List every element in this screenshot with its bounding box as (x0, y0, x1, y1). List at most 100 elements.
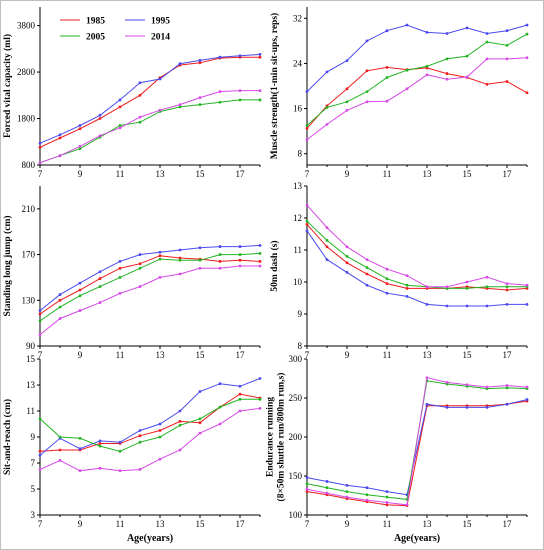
data-point (385, 267, 389, 271)
panel-6: 100 150 200 250 300 7 9 11 13 15 17 Endurance runni… (266, 354, 529, 544)
series-1995 (38, 244, 262, 312)
data-point (238, 89, 242, 93)
data-point (445, 57, 449, 61)
data-point (138, 115, 142, 119)
data-point (198, 61, 202, 65)
data-point (525, 32, 529, 36)
data-point (525, 303, 529, 306)
data-point (485, 275, 489, 279)
data-point (98, 117, 102, 120)
data-point (385, 277, 389, 281)
data-point (465, 280, 469, 284)
legend-entry-1985: 1985 (60, 17, 105, 27)
x-tick-label: 11 (383, 350, 392, 360)
y-tick-label: 10 (293, 277, 303, 287)
data-point (445, 405, 449, 409)
data-point (525, 398, 529, 401)
x-tick-label: 11 (116, 350, 125, 360)
data-point (305, 229, 309, 233)
data-point (138, 253, 142, 256)
data-point (158, 435, 162, 439)
data-point (305, 482, 309, 486)
series-line-1985 (306, 224, 528, 291)
data-point (118, 105, 122, 109)
data-point (465, 304, 469, 308)
data-point (118, 469, 122, 473)
data-point (258, 260, 262, 263)
data-point (218, 55, 222, 59)
data-point (58, 435, 62, 439)
x-tick-label: 9 (345, 169, 350, 179)
data-point (258, 264, 262, 268)
data-point (525, 23, 529, 27)
data-point (38, 309, 42, 312)
data-point (238, 264, 242, 268)
data-point (118, 266, 122, 270)
data-point (445, 304, 449, 308)
data-point (158, 254, 162, 258)
x-tick-label: 9 (78, 169, 83, 179)
data-point (365, 486, 369, 490)
x-tick-label: 7 (305, 350, 310, 360)
data-point (425, 303, 429, 306)
series-2014 (38, 89, 262, 165)
data-point (305, 203, 309, 207)
data-point (238, 54, 242, 58)
y-tick-label: 1800 (17, 114, 36, 124)
y-tick-label: 32 (293, 13, 302, 23)
data-point (238, 245, 242, 248)
y-tick-label: 300 (289, 354, 303, 364)
data-point (38, 468, 42, 471)
data-point (305, 487, 309, 491)
data-point (305, 138, 309, 142)
data-point (305, 90, 309, 94)
series-1995 (38, 377, 262, 457)
x-tick-label: 11 (383, 519, 392, 529)
series-line-2014 (39, 265, 260, 335)
data-point (365, 493, 369, 497)
y-tick-label: 130 (22, 295, 36, 305)
data-point (118, 449, 122, 453)
data-point (405, 68, 409, 72)
data-point (345, 261, 349, 265)
series-1985 (305, 399, 529, 508)
y-tick-label: 11 (26, 406, 35, 416)
series-2014 (305, 376, 529, 507)
data-point (178, 256, 182, 260)
x-tick-label: 13 (423, 350, 433, 360)
data-point (58, 293, 62, 296)
x-tick-label: 7 (38, 519, 43, 529)
data-point (58, 305, 62, 309)
y-tick-label: 16 (293, 104, 303, 114)
data-point (385, 29, 389, 33)
data-point (305, 124, 309, 127)
data-point (365, 283, 369, 287)
data-point (78, 147, 82, 151)
data-point (178, 420, 182, 423)
data-point (58, 298, 62, 302)
x-tick-label: 15 (463, 169, 473, 179)
series-1985 (38, 392, 262, 453)
series-line-2005 (306, 33, 528, 126)
data-point (325, 106, 329, 109)
data-point (138, 262, 142, 266)
x-tick-label: 7 (305, 169, 310, 179)
data-point (258, 55, 262, 59)
y-axis-label: Standing long jump (cm) (2, 215, 13, 316)
data-point (158, 457, 162, 461)
y-tick-label: 150 (289, 471, 303, 481)
data-point (138, 440, 142, 444)
data-point (78, 309, 82, 312)
series-2014 (38, 264, 262, 336)
data-point (485, 82, 489, 86)
data-point (58, 154, 62, 158)
data-point (365, 100, 369, 104)
legend: 1985 1995 2005 2014 (60, 17, 170, 43)
y-tick-label: 3800 (17, 21, 36, 31)
data-point (445, 77, 449, 81)
data-point (505, 285, 509, 289)
data-point (325, 258, 329, 261)
data-point (258, 377, 262, 380)
data-point (238, 258, 242, 262)
